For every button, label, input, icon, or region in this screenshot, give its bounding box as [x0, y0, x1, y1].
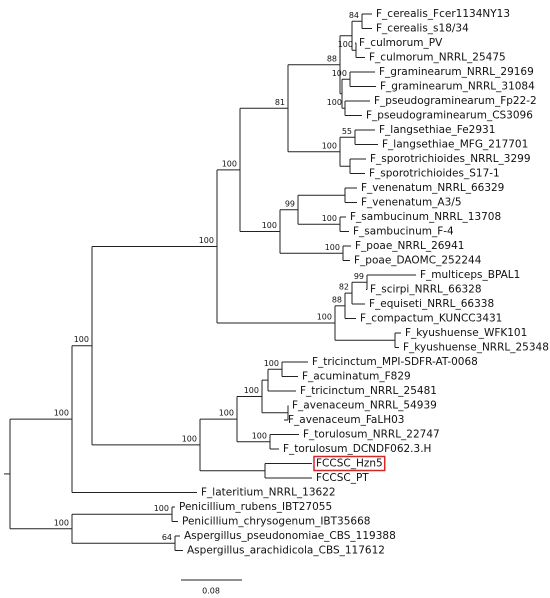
leaf-label: F_poae_DAOMC_252244	[354, 255, 482, 267]
leaf-label: F_lateritium_NRRL_13622	[201, 487, 336, 499]
leaf-label: F_acuminatum_F829	[302, 371, 411, 383]
leaf-label: FCCSC_PT	[316, 472, 369, 484]
support-value: 100	[322, 214, 337, 223]
leaf-label: F_sporotrichioides_NRRL_3299	[370, 153, 531, 165]
leaf-label: F_pseudograminearum_CS3096	[366, 110, 533, 122]
support-value: 99	[354, 272, 364, 281]
support-value: 100	[327, 98, 342, 107]
leaf-label: F_cerealis_Fcer1134NY13	[376, 8, 510, 20]
support-value: 88	[332, 295, 342, 304]
leaf-label: F_poae_NRRL_26941	[355, 240, 464, 252]
highlight-box	[313, 455, 386, 472]
leaf-label: F_sambucinum_F-4	[353, 226, 454, 238]
leaf-label: Aspergillus_pseudonomiae_CBS_119388	[184, 530, 396, 542]
support-value: 88	[327, 54, 337, 63]
support-value: 100	[322, 141, 337, 150]
leaf-label: F_compactum_KUNCC3431	[360, 313, 502, 325]
support-value: 100	[154, 504, 169, 513]
leaf-label: F_cerealis_s18/34	[376, 23, 469, 35]
leaf-label: F_graminearum_NRRL_31084	[380, 81, 535, 93]
leaf-label: F_kyushuense_NRRL_25348	[403, 342, 549, 354]
leaf-label: Penicillium_rubens_IBT27055	[179, 501, 332, 513]
support-value: 100	[244, 386, 259, 395]
support-value: 99	[285, 199, 295, 208]
support-value: 100	[54, 409, 69, 418]
leaf-label: F_multiceps_BPAL1	[420, 269, 520, 281]
support-value: 100	[325, 243, 340, 252]
support-value: 100	[252, 431, 267, 440]
support-value: 81	[275, 98, 285, 107]
leaf-label: F_equiseti_NRRL_66338	[369, 298, 494, 310]
leaf-label: F_torulosum_DCNDF062.3.H	[283, 443, 431, 455]
leaf-label: Penicillium_chrysogenum_IBT35668	[182, 516, 370, 528]
support-value: 100	[219, 409, 234, 418]
leaf-label: F_venenatum_NRRL_66329	[361, 182, 504, 194]
support-value: 100	[54, 518, 69, 527]
leaf-label: F_sambucinum_NRRL_13708	[350, 211, 501, 223]
leaf-label: F_avenaceum_FaLH03	[288, 414, 404, 426]
support-value: 100	[332, 69, 347, 78]
leaf-label: F_torulosum_NRRL_22747	[303, 429, 440, 441]
leaf-label: F_tricinctum_NRRL_25481	[300, 385, 437, 397]
support-value: 100	[264, 359, 279, 368]
leaf-label: F_venenatum_A3/5	[361, 197, 462, 209]
leaf-label: F_langsethiae_MFG_217701	[382, 139, 528, 151]
support-value: 100	[222, 159, 237, 168]
support-value: 100	[338, 40, 353, 49]
leaf-label: F_tricinctum_MPI-SDFR-AT-0068	[312, 356, 478, 368]
support-value: 100	[199, 236, 214, 245]
leaf-label: F_culmorum_NRRL_25475	[369, 52, 506, 64]
support-value: 84	[349, 11, 359, 20]
leaf-label: F_sporotrichioides_S17-1	[369, 168, 500, 180]
leaf-label: FCCSC_Hzn5	[316, 458, 383, 470]
leaf-label: F_scirpi_NRRL_66328	[370, 284, 482, 296]
leaf-label: F_culmorum_PV	[359, 37, 443, 49]
support-value: 64	[162, 533, 172, 542]
support-value: 100	[74, 335, 89, 344]
leaf-label: Aspergillus_arachidicola_CBS_117612	[187, 545, 385, 557]
leaf-label: F_langsethiae_Fe2931	[379, 124, 495, 136]
leaf-label: F_pseudograminearum_Fp22-2	[374, 95, 537, 107]
leaf-label: F_graminearum_NRRL_29169	[379, 66, 534, 78]
support-value: 55	[342, 127, 352, 136]
support-value: 100	[317, 313, 332, 322]
support-value: 100	[262, 221, 277, 230]
support-value: 100	[182, 434, 197, 443]
leaf-label: F_kyushuense_WFK101	[405, 327, 527, 339]
support-value: 82	[339, 283, 349, 292]
leaf-label: F_avenaceum_NRRL_54939	[292, 400, 437, 412]
scale-bar-label: 0.08	[202, 587, 220, 596]
